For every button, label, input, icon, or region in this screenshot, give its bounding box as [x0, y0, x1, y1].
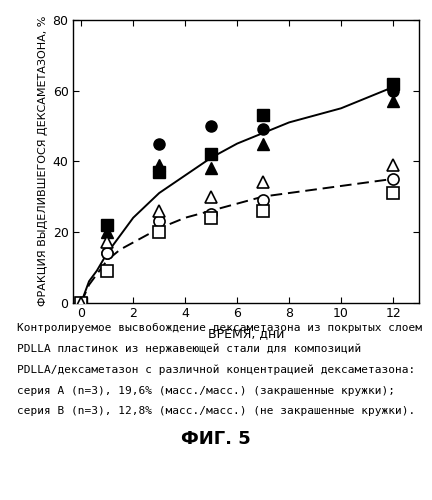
Text: ФИГ. 5: ФИГ. 5 — [181, 430, 251, 448]
Text: PDLLA пластинок из нержавеющей стали для композиций: PDLLA пластинок из нержавеющей стали для… — [17, 344, 362, 354]
Text: серия A (n=3), 19,6% (масс./масс.) (закрашенные кружки);: серия A (n=3), 19,6% (масс./масс.) (закр… — [17, 386, 395, 396]
Text: Контролируемое высвобождение дексаметазона из покрытых слоем: Контролируемое высвобождение дексаметазо… — [17, 322, 422, 332]
X-axis label: ВРЕМЯ, дни: ВРЕМЯ, дни — [208, 328, 284, 340]
Text: серия B (n=3), 12,8% (масс./масс.) (не закрашенные кружки).: серия B (n=3), 12,8% (масс./масс.) (не з… — [17, 406, 416, 416]
Y-axis label: ФРАКЦИЯ ВЫДЕЛИВШЕГОСЯ ДЕКСАМЕТАЗОНА, %: ФРАКЦИЯ ВЫДЕЛИВШЕГОСЯ ДЕКСАМЕТАЗОНА, % — [38, 16, 48, 306]
Text: PDLLA/дексаметазон с различной концентрацией дексаметазона:: PDLLA/дексаметазон с различной концентра… — [17, 364, 416, 375]
